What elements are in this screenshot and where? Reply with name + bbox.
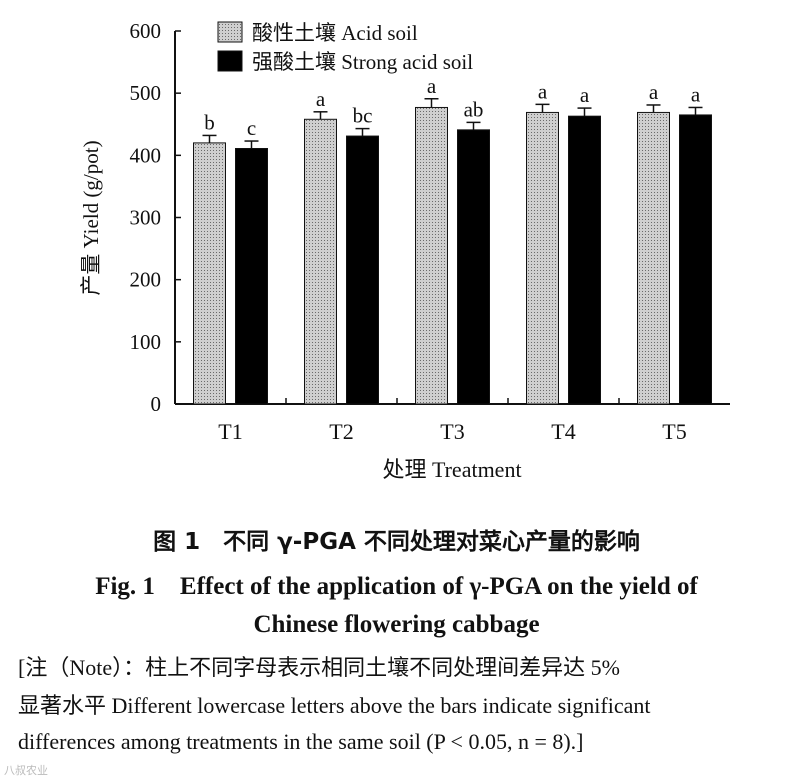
- significance-letter: ab: [464, 97, 484, 121]
- bar: [346, 135, 379, 405]
- note-line-3: differences among treatments in the same…: [18, 729, 584, 754]
- significance-letter: a: [316, 87, 326, 111]
- figure-caption-english-line2: Chinese flowering cabbage: [253, 611, 540, 638]
- y-tick-label: 300: [130, 206, 162, 230]
- significance-letter: a: [427, 74, 437, 98]
- bar: [568, 115, 601, 405]
- bar: [415, 106, 448, 405]
- y-tick-label: 0: [151, 392, 162, 416]
- significance-letter: a: [691, 82, 701, 106]
- legend-swatch: [217, 21, 243, 43]
- bar: [193, 142, 226, 405]
- figure-caption-english-line1: Fig. 1 Effect of the application of γ-PG…: [95, 573, 698, 600]
- chart-axes: 0 100 200 300 400 500 600 T1 T2 T3 T4 T5: [130, 19, 730, 444]
- bar: [235, 147, 268, 405]
- significance-letter: a: [649, 80, 659, 104]
- y-tick-label: 400: [130, 143, 162, 167]
- x-tick-label: T4: [551, 419, 575, 444]
- significance-letter: a: [538, 79, 548, 103]
- chart-bars: b a a a a c bc ab a a: [193, 74, 712, 405]
- bar: [679, 114, 712, 405]
- significance-letter: bc: [353, 104, 373, 128]
- legend-label: 酸性土壤 Acid soil: [252, 21, 418, 45]
- note-line-2: 显著水平 Different lowercase letters above t…: [18, 693, 651, 718]
- x-axis-label: 处理 Treatment: [382, 457, 521, 482]
- yield-bar-chart: 0 100 200 300 400 500 600 T1 T2 T3 T4 T5 b a a a a c bc ab…: [79, 19, 730, 482]
- legend-label: 强酸土壤 Strong acid soil: [252, 50, 473, 74]
- significance-letter: b: [204, 110, 215, 134]
- x-tick-label: T5: [662, 419, 686, 444]
- y-tick-label: 200: [130, 268, 162, 292]
- x-tick-label: T1: [218, 419, 242, 444]
- x-tick-label: T3: [440, 419, 464, 444]
- significance-letter: c: [247, 116, 256, 140]
- y-axis-label: 产量 Yield (g/pot): [79, 140, 103, 295]
- figure-caption-chinese: 图 1 不同 γ-PGA 不同处理对菜心产量的影响: [153, 529, 640, 555]
- bar: [457, 129, 490, 405]
- note-line-1: [注（Note）：柱上不同字母表示相同土壤不同处理间差异达 5%: [18, 655, 620, 680]
- bar: [304, 118, 337, 405]
- y-tick-label: 100: [130, 330, 162, 354]
- x-tick-label: T2: [329, 419, 353, 444]
- chart-legend: 酸性土壤 Acid soil 强酸土壤 Strong acid soil: [217, 21, 473, 74]
- bar: [637, 111, 670, 405]
- watermark: 八叔农业: [4, 764, 48, 777]
- bar: [526, 111, 559, 405]
- legend-swatch: [217, 50, 243, 72]
- significance-letter: a: [580, 83, 590, 107]
- y-tick-label: 600: [130, 19, 162, 43]
- y-tick-label: 500: [130, 81, 162, 105]
